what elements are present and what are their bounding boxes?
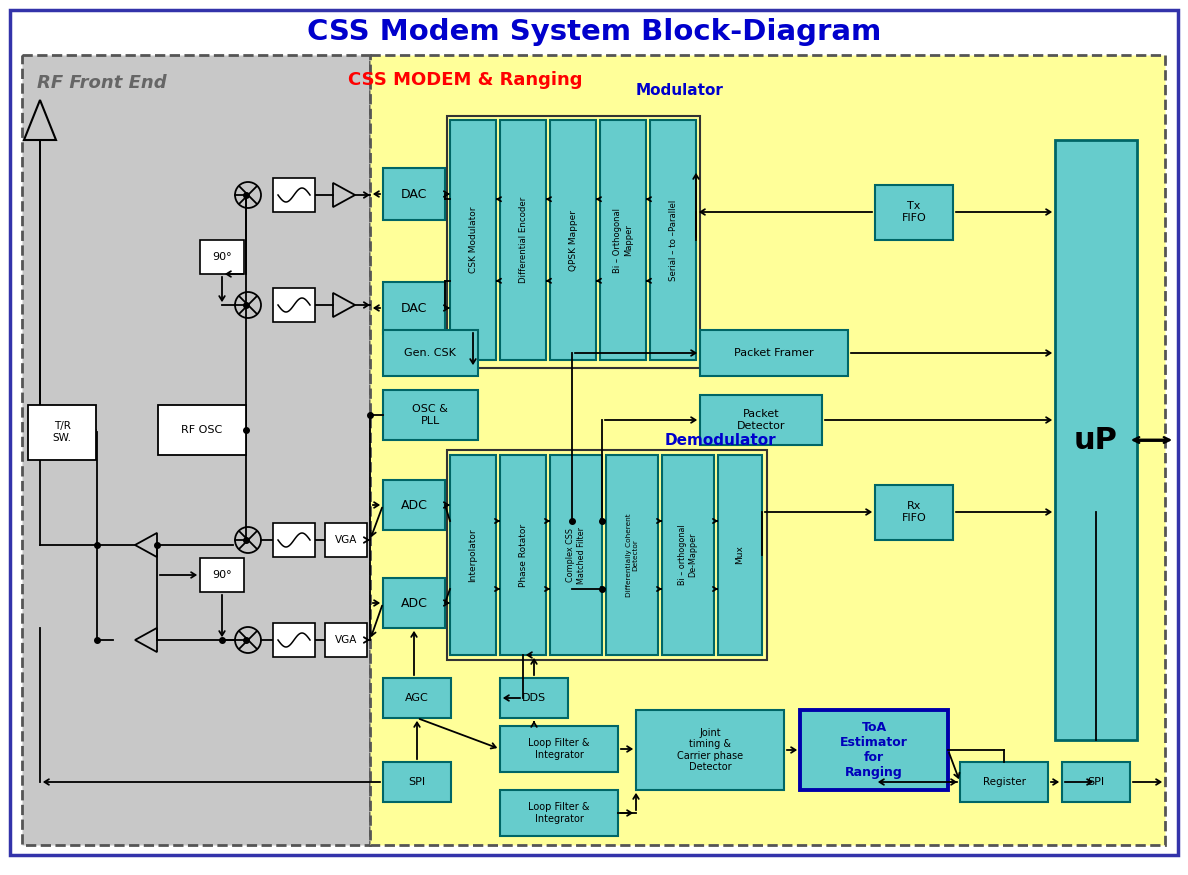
Text: Modulator: Modulator xyxy=(636,82,723,97)
Text: SPI: SPI xyxy=(409,777,425,787)
Bar xyxy=(550,455,602,655)
Bar xyxy=(273,623,315,657)
Bar xyxy=(200,558,244,592)
Bar xyxy=(718,455,762,655)
Bar xyxy=(500,726,618,772)
Bar xyxy=(383,762,451,802)
Text: CSS MODEM & Ranging: CSS MODEM & Ranging xyxy=(348,71,582,89)
Bar xyxy=(273,178,315,212)
Bar xyxy=(447,116,700,368)
Text: DAC: DAC xyxy=(400,187,428,200)
Text: QPSK Mapper: QPSK Mapper xyxy=(569,209,577,270)
Text: uP: uP xyxy=(1074,425,1118,454)
Bar xyxy=(383,678,451,718)
Text: SPI: SPI xyxy=(1087,777,1105,787)
Text: RF OSC: RF OSC xyxy=(182,425,222,435)
Bar xyxy=(550,120,596,360)
Bar xyxy=(158,405,246,455)
Text: Differential Encoder: Differential Encoder xyxy=(518,197,527,284)
Text: Tx
FIFO: Tx FIFO xyxy=(902,201,927,223)
Text: VGA: VGA xyxy=(335,535,358,545)
Text: CSS Modem System Block-Diagram: CSS Modem System Block-Diagram xyxy=(307,18,881,46)
Text: Complex CSS
Matched Filter: Complex CSS Matched Filter xyxy=(567,527,586,584)
Bar xyxy=(273,288,315,322)
Bar xyxy=(447,450,767,660)
Bar xyxy=(500,678,568,718)
Text: CSK Modulator: CSK Modulator xyxy=(468,206,478,273)
Text: Interpolator: Interpolator xyxy=(468,528,478,582)
Bar xyxy=(383,330,478,376)
Text: Rx
FIFO: Rx FIFO xyxy=(902,501,927,522)
Bar xyxy=(600,120,646,360)
Text: DAC: DAC xyxy=(400,302,428,314)
Bar xyxy=(383,390,478,440)
Bar xyxy=(383,282,446,334)
Text: ADC: ADC xyxy=(400,499,428,512)
Bar xyxy=(700,330,848,376)
Text: 90°: 90° xyxy=(213,570,232,580)
Text: AGC: AGC xyxy=(405,693,429,703)
Text: ToA
Estimator
for
Ranging: ToA Estimator for Ranging xyxy=(840,721,908,779)
Bar xyxy=(29,405,96,460)
Text: 90°: 90° xyxy=(213,252,232,262)
Text: Loop Filter &
Integrator: Loop Filter & Integrator xyxy=(529,802,589,823)
Bar xyxy=(326,523,367,557)
Bar xyxy=(876,485,953,540)
Text: Bi – Orthogonal
Mapper: Bi – Orthogonal Mapper xyxy=(613,207,633,272)
Bar xyxy=(369,55,1165,845)
Text: DDS: DDS xyxy=(522,693,546,703)
Bar xyxy=(273,523,315,557)
Text: Register: Register xyxy=(982,777,1025,787)
Bar xyxy=(500,455,546,655)
Bar xyxy=(500,120,546,360)
Bar xyxy=(800,710,948,790)
Bar xyxy=(960,762,1048,802)
Bar xyxy=(383,168,446,220)
Text: Demodulator: Demodulator xyxy=(664,432,776,447)
Text: Bi – orthogonal
De-Mapper: Bi – orthogonal De-Mapper xyxy=(678,525,697,585)
Bar xyxy=(450,455,497,655)
Text: Differentially Coherent
Detector: Differentially Coherent Detector xyxy=(626,513,638,597)
Bar xyxy=(606,455,658,655)
Bar xyxy=(650,120,696,360)
Bar xyxy=(383,480,446,530)
Text: Joint
timing &
Carrier phase
Detector: Joint timing & Carrier phase Detector xyxy=(677,728,742,773)
Text: OSC &
PLL: OSC & PLL xyxy=(412,404,448,426)
Text: Mux: Mux xyxy=(735,546,745,564)
Text: Packet
Detector: Packet Detector xyxy=(737,410,785,430)
Bar xyxy=(200,240,244,274)
Text: T/R
SW.: T/R SW. xyxy=(52,421,71,443)
Text: VGA: VGA xyxy=(335,635,358,645)
Text: RF Front End: RF Front End xyxy=(37,74,166,92)
Bar xyxy=(450,120,497,360)
Bar xyxy=(636,710,784,790)
Text: Phase Rotator: Phase Rotator xyxy=(518,523,527,586)
Text: Gen. CSK: Gen. CSK xyxy=(404,348,456,358)
Bar xyxy=(383,578,446,628)
Bar xyxy=(326,623,367,657)
Bar xyxy=(662,455,714,655)
Bar xyxy=(700,395,822,445)
Bar xyxy=(1055,140,1137,740)
Text: Serial – to –Parallel: Serial – to –Parallel xyxy=(669,200,677,281)
Bar xyxy=(23,55,369,845)
Bar xyxy=(500,790,618,836)
Text: ADC: ADC xyxy=(400,597,428,610)
Bar xyxy=(1062,762,1130,802)
Bar xyxy=(876,185,953,240)
Text: Packet Framer: Packet Framer xyxy=(734,348,814,358)
Text: Loop Filter &
Integrator: Loop Filter & Integrator xyxy=(529,738,589,760)
